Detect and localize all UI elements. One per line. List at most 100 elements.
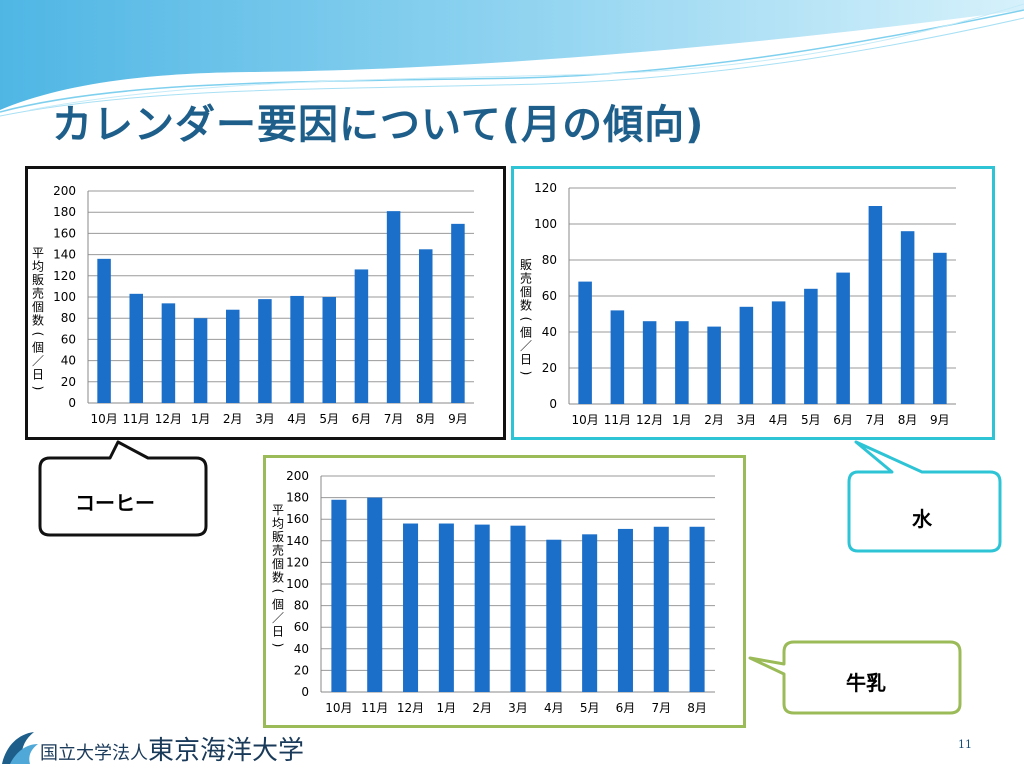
- y-tick-label: 180: [286, 491, 309, 505]
- x-tick-label: 10月: [325, 701, 352, 715]
- svg-text:売: 売: [272, 543, 284, 558]
- bar-milk-1月: [438, 523, 454, 692]
- svg-text:日: 日: [32, 368, 44, 382]
- svg-text:／: ／: [520, 339, 532, 353]
- svg-text:個: 個: [32, 300, 44, 314]
- x-tick-label: 6月: [352, 412, 372, 426]
- milk-bar-chart: 0 20 40 60 80 100 120 140 160 180 200 10月 11月 12月 1月 2月…: [271, 469, 715, 715]
- milk-callout-label: 牛乳: [846, 671, 886, 695]
- x-tick-label: 3月: [737, 413, 757, 427]
- bar-water-10月: [578, 281, 592, 404]
- y-tick-label: 120: [534, 181, 557, 195]
- y-tick-label: 160: [286, 512, 309, 526]
- bar-milk-12月: [403, 523, 419, 692]
- svg-text:均: 均: [272, 517, 284, 531]
- milk-chart-panel: 0 20 40 60 80 100 120 140 160 180 200 10月 11月 12月 1月 2月…: [263, 455, 746, 728]
- bar-coffee-1月: [193, 318, 208, 403]
- x-tick-label: 2月: [472, 701, 492, 715]
- svg-text:販: 販: [520, 258, 532, 272]
- x-tick-label: 6月: [833, 413, 853, 427]
- bar-coffee-10月: [97, 258, 111, 403]
- x-tick-label: 5月: [801, 413, 821, 427]
- svg-text:売: 売: [520, 271, 532, 286]
- bar-coffee-6月: [354, 269, 369, 403]
- bar-water-3月: [739, 306, 754, 404]
- y-tick-label: 60: [294, 620, 309, 634]
- x-tick-label: 3月: [255, 412, 275, 426]
- y-tick-label: 80: [294, 599, 309, 613]
- x-tick-label: 8月: [416, 412, 436, 426]
- coffee-callout-label: コーヒー: [75, 491, 155, 515]
- bar-coffee-11月: [129, 293, 144, 403]
- bar-coffee-12月: [161, 303, 176, 403]
- x-tick-label: 11月: [123, 412, 150, 426]
- coffee-callout: [38, 440, 208, 537]
- bar-milk-5月: [582, 534, 598, 692]
- svg-text:販: 販: [272, 530, 284, 544]
- svg-text:／: ／: [272, 611, 284, 625]
- bar-milk-11月: [367, 497, 383, 692]
- y-tick-label: 0: [68, 396, 76, 410]
- x-tick-label: 1月: [672, 413, 692, 427]
- svg-text:): ): [519, 371, 533, 376]
- svg-text:売: 売: [32, 286, 44, 301]
- bar-water-1月: [675, 321, 689, 404]
- bar-milk-10月: [331, 499, 347, 692]
- x-tick-label: 7月: [866, 413, 886, 427]
- x-tick-label: 12月: [636, 413, 663, 427]
- y-tick-label: 140: [53, 248, 76, 262]
- svg-text:日: 日: [520, 353, 532, 367]
- svg-text:数: 数: [32, 313, 44, 328]
- bar-milk-4月: [546, 539, 562, 692]
- svg-text:日: 日: [272, 625, 284, 639]
- x-tick-label: 2月: [223, 412, 243, 426]
- y-tick-label: 20: [294, 663, 309, 677]
- y-tick-label: 40: [61, 354, 76, 368]
- bar-water-2月: [707, 326, 721, 404]
- x-tick-label: 4月: [287, 412, 307, 426]
- svg-text:(: (: [519, 317, 533, 322]
- x-tick-label: 10月: [90, 412, 117, 426]
- bar-water-11月: [610, 310, 625, 404]
- bar-water-8月: [900, 231, 915, 404]
- x-tick-label: 8月: [898, 413, 918, 427]
- y-tick-label: 0: [301, 685, 309, 699]
- bar-milk-3月: [510, 525, 526, 692]
- y-tick-label: 120: [286, 555, 309, 569]
- x-tick-label: 1月: [437, 701, 457, 715]
- coffee-bar-chart: 0 20 40 60 80 100 120 140 160 180 200 10月 11月 12月 1月 2月…: [31, 184, 474, 426]
- bar-milk-7月: [653, 526, 669, 692]
- x-tick-label: 11月: [604, 413, 631, 427]
- bar-milk-6月: [617, 528, 633, 692]
- slide-title: カレンダー要因について(月の傾向): [52, 102, 705, 148]
- bar-coffee-4月: [290, 295, 304, 403]
- bar-water-4月: [771, 301, 786, 404]
- svg-text:／: ／: [32, 354, 44, 368]
- x-tick-label: 8月: [687, 701, 707, 715]
- svg-text:(: (: [31, 332, 45, 337]
- svg-text:個: 個: [272, 557, 284, 571]
- x-tick-label: 9月: [448, 412, 468, 426]
- x-tick-label: 12月: [155, 412, 182, 426]
- water-callout: [847, 440, 1002, 553]
- y-tick-label: 140: [286, 534, 309, 548]
- water-chart-panel: 0 20 40 60 80 100 120 10月 11月 12月 1月 2月 3月 4月 5月 6月 7月 8月…: [511, 166, 995, 440]
- svg-text:): ): [271, 643, 285, 648]
- coffee-chart-panel: 0 20 40 60 80 100 120 140 160 180 200 10月 11月 12月 1月 2月…: [25, 166, 506, 440]
- university-main-name: 東京海洋大学: [148, 736, 305, 766]
- x-tick-label: 5月: [319, 412, 339, 426]
- x-tick-label: 10月: [571, 413, 598, 427]
- water-callout-label: 水: [912, 507, 932, 531]
- svg-text:均: 均: [32, 260, 44, 274]
- svg-text:販: 販: [32, 273, 44, 287]
- y-tick-label: 20: [542, 361, 557, 375]
- bar-milk-8月: [689, 526, 705, 692]
- x-tick-label: 7月: [384, 412, 404, 426]
- y-tick-label: 200: [53, 184, 76, 198]
- x-tick-label: 3月: [508, 701, 528, 715]
- svg-text:(: (: [271, 589, 285, 594]
- x-tick-label: 5月: [580, 701, 600, 715]
- bar-water-6月: [836, 272, 850, 404]
- x-tick-label: 11月: [361, 701, 388, 715]
